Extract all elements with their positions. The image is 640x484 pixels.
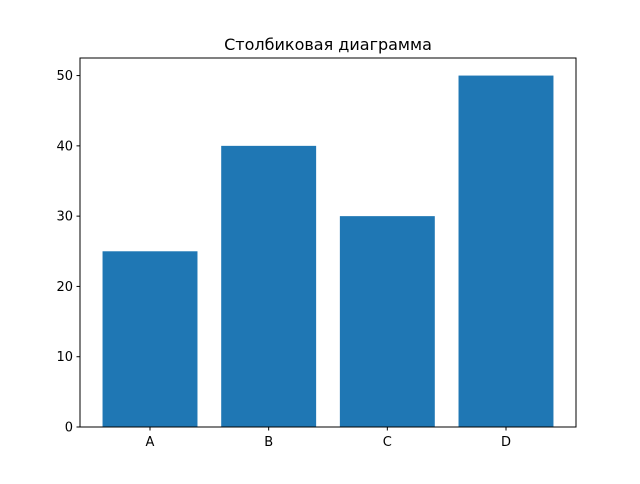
bar-B xyxy=(221,145,317,427)
bar-C xyxy=(339,216,435,427)
chart-title: Столбиковая диаграмма xyxy=(224,35,432,54)
x-tick-label: C xyxy=(383,435,392,450)
x-tick-label: A xyxy=(146,435,155,450)
y-tick-label: 40 xyxy=(56,139,73,154)
y-tick-label: 30 xyxy=(56,210,73,225)
x-tick-label: B xyxy=(264,435,273,450)
y-tick-label: 20 xyxy=(56,280,73,295)
bar-D xyxy=(458,75,554,428)
axes-frame xyxy=(79,57,577,428)
y-tick-label: 50 xyxy=(56,69,73,84)
bar-A xyxy=(102,251,198,427)
x-tick-label: D xyxy=(501,435,511,450)
y-tick-label: 10 xyxy=(56,350,73,365)
y-tick-label: 0 xyxy=(65,421,73,436)
